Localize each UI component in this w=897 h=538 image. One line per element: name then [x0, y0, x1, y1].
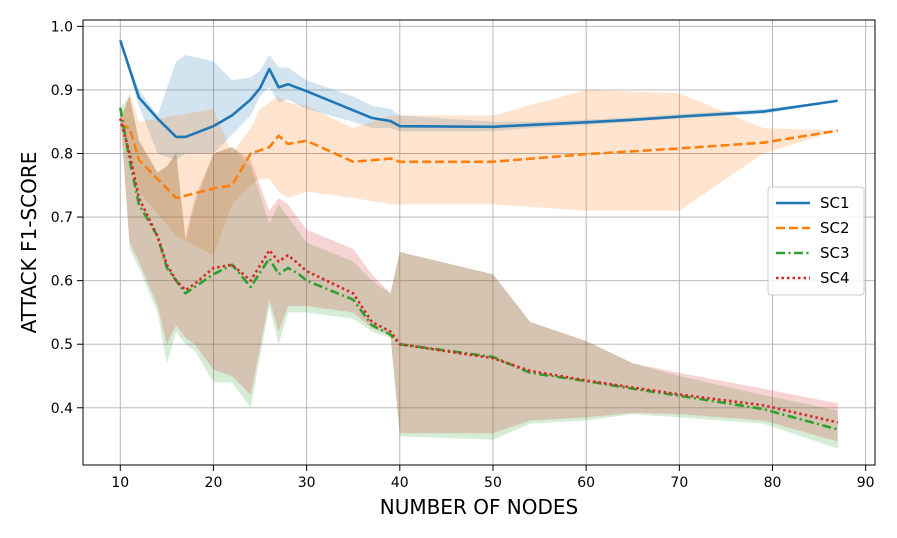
- axes: 10 20 30 40 50 60 70 80 90 0.4 0.5 0.6 0.7 0.8 0.9 1.0 N…: [17, 19, 876, 519]
- x-tick-label: 40: [391, 475, 409, 491]
- legend-box: [767, 186, 865, 296]
- legend: SC1 SC2 SC3 SC4: [767, 186, 865, 296]
- x-tick-label: 60: [577, 475, 595, 491]
- y-axis-label: ATTACK F1-SCORE: [17, 152, 41, 334]
- plot-frame: [82, 19, 876, 466]
- x-tick-label: 20: [205, 475, 223, 491]
- y-tick-label: 0.6: [51, 274, 73, 290]
- y-tick-label: 1.0: [51, 19, 73, 35]
- y-tick-label: 0.5: [51, 337, 73, 353]
- x-tick-label: 80: [764, 475, 782, 491]
- legend-label-sc1: SC1: [820, 194, 850, 212]
- y-tick-label: 0.7: [51, 210, 73, 226]
- x-axis-label: NUMBER OF NODES: [380, 495, 579, 519]
- legend-label-sc4: SC4: [820, 269, 850, 287]
- series-lines: [118, 39, 839, 431]
- series-line-sc4: [119, 118, 839, 424]
- y-tick-label: 0.4: [51, 401, 73, 417]
- confidence-bands: [120, 40, 838, 449]
- series-line-sc2: [119, 123, 838, 200]
- x-tick-label: 70: [670, 475, 688, 491]
- series-line-sc3: [118, 107, 839, 431]
- band-sc2: [120, 89, 838, 256]
- band-sc1: [120, 40, 838, 160]
- x-tick-label: 10: [111, 475, 129, 491]
- y-tick-label: 0.8: [51, 147, 73, 163]
- series-line-sc1: [119, 39, 838, 139]
- band-sc3: [120, 96, 838, 449]
- x-tick-label: 90: [857, 475, 875, 491]
- x-tick-label: 30: [298, 475, 316, 491]
- grid: [83, 20, 875, 465]
- x-tick-label: 50: [484, 475, 502, 491]
- legend-label-sc3: SC3: [820, 244, 850, 262]
- y-tick-label: 0.9: [51, 83, 73, 99]
- legend-label-sc2: SC2: [820, 219, 850, 237]
